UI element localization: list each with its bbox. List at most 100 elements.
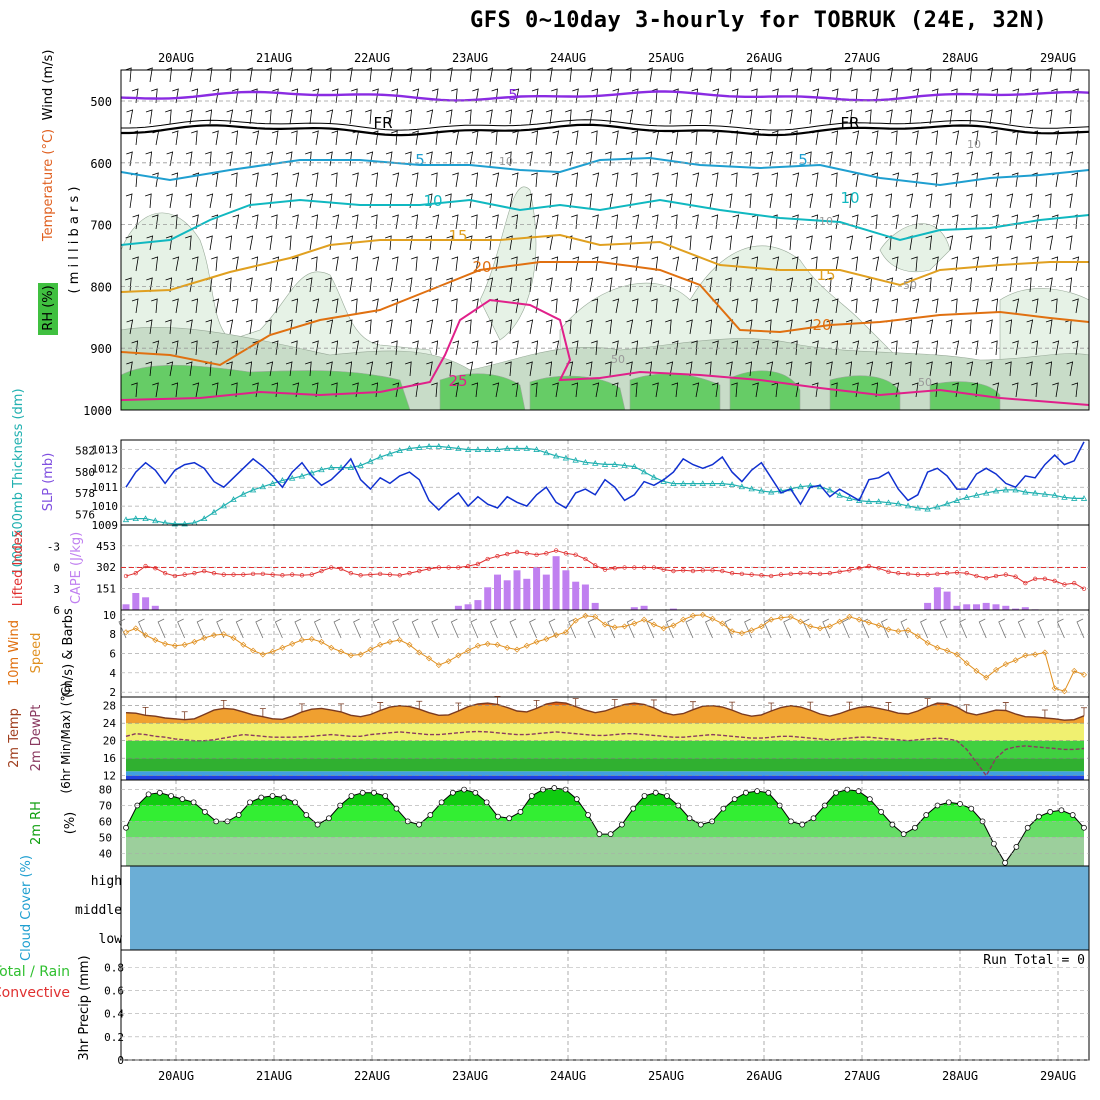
- thickness-point: [416, 444, 423, 450]
- wind10-point: [670, 622, 677, 629]
- wind-barb: [712, 88, 720, 104]
- wind-barb: [211, 382, 219, 398]
- wind-barb: [505, 67, 513, 83]
- precip-tick: 0.4: [104, 1008, 124, 1021]
- wind-barb: [1065, 235, 1073, 251]
- wind-barb: [1071, 382, 1079, 398]
- wind-barb: [531, 382, 538, 398]
- wind-barb: [785, 235, 792, 251]
- thickness-point: [367, 457, 374, 464]
- li-point: [915, 572, 920, 577]
- wind-barb: [631, 130, 639, 146]
- wind-barb: [126, 109, 134, 125]
- li-line: [125, 549, 1085, 590]
- wind10-point: [250, 647, 257, 654]
- wind-barb: [345, 319, 353, 335]
- wind-barb: [552, 130, 560, 146]
- wind-barb: [1005, 67, 1013, 83]
- wind-barb: [971, 130, 979, 146]
- li-point: [817, 571, 823, 577]
- cape-bar: [933, 587, 941, 610]
- wind-barb: [705, 277, 713, 293]
- wind-barb: [732, 214, 740, 230]
- wind-barb: [251, 88, 258, 104]
- wind-barb: [205, 67, 213, 83]
- rh2m-point: [652, 789, 659, 796]
- wind10-point: [357, 651, 364, 658]
- date-tick-top: 24AUG: [550, 51, 586, 65]
- wind-barb: [131, 340, 139, 356]
- wind-barb: [285, 235, 292, 251]
- wind10-point: [709, 615, 716, 622]
- wind-barb: [145, 319, 153, 335]
- wind-barb: [791, 298, 799, 314]
- thickness-point: [152, 517, 159, 524]
- wind-barb: [691, 88, 699, 104]
- cape-bar: [963, 604, 971, 610]
- wind10-barb: [744, 618, 752, 639]
- cape-bar: [572, 581, 580, 610]
- rh2m-point: [743, 789, 749, 796]
- wind-barb: [505, 319, 513, 335]
- wind-barb: [345, 151, 353, 167]
- wind-barb: [932, 256, 939, 272]
- wind-barb: [486, 109, 493, 125]
- wind-barb: [631, 340, 639, 356]
- wind-barb: [446, 67, 453, 83]
- wind-barb: [1005, 319, 1013, 335]
- date-tick-bottom: 25AUG: [648, 1069, 684, 1083]
- wind-barb: [1031, 382, 1038, 398]
- wind-barb: [646, 277, 653, 293]
- wind-barb: [951, 256, 959, 272]
- date-tick-top: 22AUG: [354, 51, 390, 65]
- wind10-point: [386, 638, 393, 645]
- wind-barb: [305, 151, 312, 167]
- wind-barb: [706, 235, 713, 251]
- wind-barb: [466, 193, 473, 209]
- wind10-point: [298, 636, 305, 643]
- wind-barb: [965, 277, 973, 293]
- wind-barb: [826, 319, 834, 335]
- wind-barb: [971, 382, 979, 398]
- wind-barb: [845, 361, 853, 377]
- li-point: [358, 573, 363, 578]
- wind-barb: [306, 193, 314, 209]
- wind-barb: [311, 172, 319, 188]
- temp2m-minmax: [416, 700, 423, 710]
- wind-barb: [726, 109, 734, 125]
- wind-barb: [986, 109, 993, 125]
- temp2m-minmax: [729, 701, 736, 711]
- thickness-point: [269, 480, 276, 486]
- wind10-barb: [822, 618, 831, 639]
- temp2m-minmax: [533, 699, 540, 709]
- thickness-point: [914, 504, 921, 511]
- wind10-point: [905, 627, 912, 634]
- cape-bar: [630, 607, 638, 610]
- wind-barb: [765, 109, 772, 125]
- wind-barb: [745, 361, 753, 377]
- li-point: [866, 563, 872, 569]
- wind-barb: [752, 340, 760, 356]
- wind-barb: [525, 67, 532, 83]
- wind-barb: [186, 109, 193, 125]
- wind-barb: [891, 298, 899, 314]
- wind-barb: [206, 235, 213, 251]
- wind-barb: [651, 88, 658, 104]
- cape-bar: [474, 600, 482, 610]
- cape-bar: [542, 574, 550, 610]
- wind-barb: [245, 151, 253, 167]
- wind-barb: [886, 277, 894, 293]
- wind10-point: [846, 613, 853, 620]
- wind-barb: [406, 193, 414, 209]
- wind-barb: [185, 151, 193, 167]
- wind-barb: [125, 235, 133, 251]
- contour-label: FR: [373, 114, 392, 132]
- wind-barb: [972, 88, 979, 104]
- wind-barb: [1026, 361, 1033, 377]
- wind10-tick: 6: [109, 648, 116, 661]
- li-point: [182, 572, 187, 577]
- wind-barb: [305, 319, 313, 335]
- thickness-point: [728, 481, 736, 488]
- thickness-point: [709, 480, 716, 486]
- wind-barb: [485, 361, 493, 377]
